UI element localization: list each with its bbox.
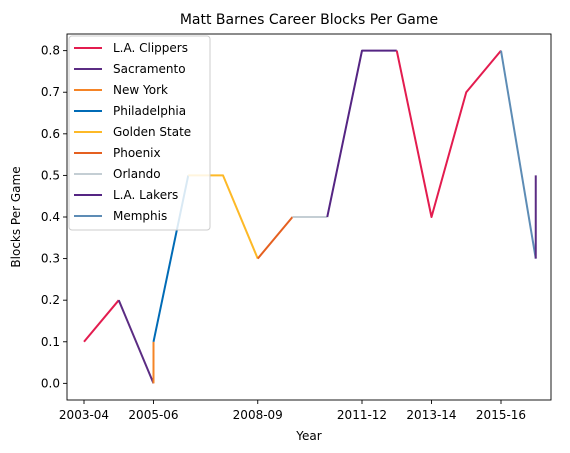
legend-label: Golden State	[113, 125, 191, 139]
y-tick-label: 0.7	[41, 85, 60, 99]
legend-label: L.A. Clippers	[113, 41, 188, 55]
series-line	[256, 216, 294, 260]
series-line	[500, 50, 537, 259]
y-tick-label: 0.1	[41, 335, 60, 349]
y-tick-label: 0.5	[41, 168, 60, 182]
x-axis: 2003-04 2005-06 2008-09 2011-12 2013-14 2015-…	[59, 400, 526, 422]
y-tick-label: 0.0	[41, 376, 60, 390]
y-tick-label: 0.8	[41, 44, 60, 58]
legend-label: New York	[113, 83, 168, 97]
x-tick-label: 2003-04	[59, 408, 109, 422]
series-line	[326, 49, 397, 218]
y-axis-title: Blocks Per Game	[9, 166, 23, 267]
legend-label: Memphis	[113, 209, 167, 223]
x-tick-label: 2005-06	[128, 408, 178, 422]
legend-label: Orlando	[113, 167, 161, 181]
x-tick-label: 2013-14	[406, 408, 456, 422]
series-line	[395, 49, 502, 218]
y-tick-label: 0.2	[41, 293, 60, 307]
legend: L.A. Clippers Sacramento New York Philadelp…	[68, 35, 211, 231]
y-tick-label: 0.6	[41, 127, 60, 141]
y-tick-label: 0.4	[41, 210, 60, 224]
chart-title: Matt Barnes Career Blocks Per Game	[180, 12, 438, 28]
x-axis-title: Year	[295, 429, 321, 443]
y-axis: 0.0 0.1 0.2 0.3 0.4 0.5 0.6 0.7 0.8	[41, 44, 67, 390]
x-tick-label: 2011-12	[337, 408, 387, 422]
legend-label: Sacramento	[113, 62, 186, 76]
legend-box	[68, 35, 211, 231]
series-line	[83, 299, 120, 343]
x-tick-label: 2008-09	[233, 408, 283, 422]
legend-label: Philadelphia	[113, 104, 186, 118]
legend-label: Phoenix	[113, 146, 161, 160]
legend-label: L.A. Lakers	[113, 188, 178, 202]
x-tick-label: 2015-16	[476, 408, 526, 422]
series-line	[117, 299, 155, 384]
y-tick-label: 0.3	[41, 252, 60, 266]
